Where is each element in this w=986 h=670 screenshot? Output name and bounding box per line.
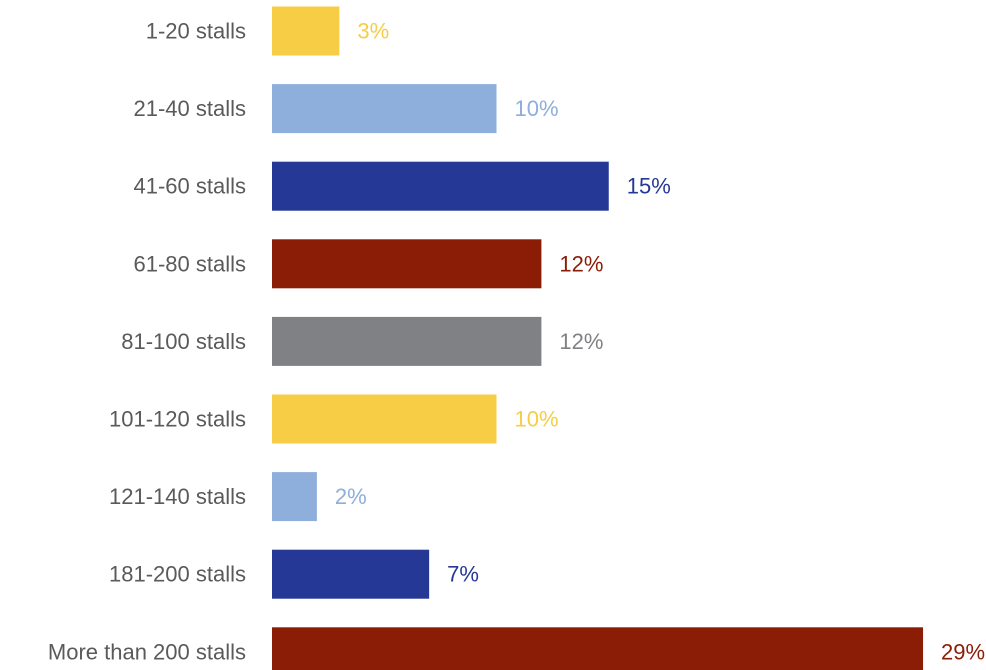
bar — [272, 549, 430, 599]
value-label: 3% — [357, 19, 389, 44]
bars — [272, 6, 924, 670]
bar — [272, 239, 542, 289]
value-label: 10% — [515, 96, 559, 121]
value-label: 7% — [447, 562, 479, 587]
category-label: 181-200 stalls — [109, 562, 246, 587]
category-label: 101-120 stalls — [109, 407, 246, 432]
category-label: 41-60 stalls — [133, 174, 246, 199]
bar — [272, 84, 497, 134]
bar — [272, 316, 542, 366]
bar — [272, 161, 609, 211]
category-labels: 1-20 stalls 21-40 stalls 41-60 stalls 61-80… — [48, 19, 246, 665]
category-label: 21-40 stalls — [133, 96, 246, 121]
category-label: 81-100 stalls — [121, 329, 246, 354]
value-label: 29% — [941, 639, 985, 664]
bar — [272, 6, 340, 56]
category-label: 1-20 stalls — [146, 19, 246, 44]
category-label: More than 200 stalls — [48, 639, 246, 664]
value-label: 15% — [627, 174, 671, 199]
category-label: 121-140 stalls — [109, 484, 246, 509]
value-label: 12% — [559, 251, 603, 276]
bar — [272, 472, 317, 522]
value-label: 10% — [515, 407, 559, 432]
value-label: 2% — [335, 484, 367, 509]
value-label: 12% — [559, 329, 603, 354]
category-label: 61-80 stalls — [133, 251, 246, 276]
value-labels: 3% 10% 15% 12% 12% 10% 2% 7% 29% — [335, 19, 985, 665]
bar — [272, 394, 497, 444]
bar — [272, 627, 924, 670]
